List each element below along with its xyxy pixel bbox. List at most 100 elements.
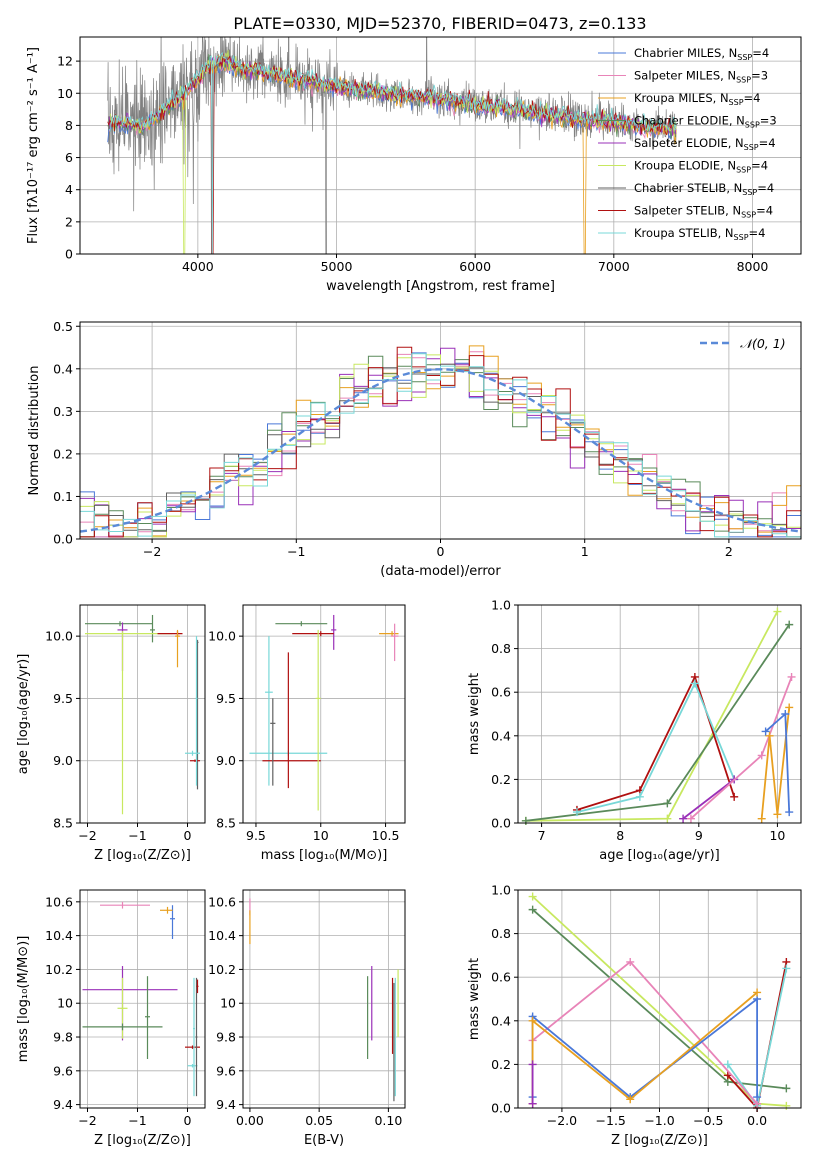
y-tick-label: 0.8 <box>491 926 511 941</box>
x-tick-label: −1 <box>287 544 305 559</box>
x-tick-label: 9.5 <box>246 828 266 843</box>
y-tick-label: 8 <box>65 118 73 133</box>
weight-series <box>528 995 762 1102</box>
x-axis-label: age [log₁₀(age/yr)] <box>599 848 720 863</box>
y-tick-label: 10 <box>220 996 236 1011</box>
y-tick-label: 0.0 <box>491 816 511 831</box>
weight-marker <box>521 816 530 825</box>
y-tick-label: 9.6 <box>53 1063 73 1078</box>
errorbar-point <box>185 750 200 756</box>
x-tick-label: 7 <box>538 828 546 843</box>
figure-title: PLATE=0330, MJD=52370, FIBERID=0473, z=0… <box>233 14 646 33</box>
x-tick-label: 4000 <box>182 259 214 274</box>
weight-marker <box>626 1095 635 1104</box>
y-tick-label: 9.0 <box>53 753 73 768</box>
y-tick-label: 10 <box>57 996 73 1011</box>
legend-entry: Salpeter ELODIE, NSSP=4 <box>634 136 776 152</box>
weight-line <box>576 681 736 813</box>
y-tick-label: 9.6 <box>216 1063 236 1078</box>
errorbar-point <box>196 979 199 994</box>
histogram-series <box>80 353 801 538</box>
weight-marker <box>528 905 537 914</box>
x-tick-label: 0 <box>184 828 192 843</box>
weight-marker <box>663 814 672 823</box>
y-tick-label: 0 <box>65 247 73 262</box>
weight-marker <box>765 731 774 740</box>
x-tick-label: −2.0 <box>547 1113 577 1128</box>
x-tick-label: −2 <box>143 544 161 559</box>
weight-line <box>760 707 791 819</box>
legend-entry: Salpeter MILES, NSSP=3 <box>634 69 768 85</box>
y-axis-label: Normed distribution <box>27 366 42 496</box>
y-axis-label: age [log₁₀(age/yr)] <box>16 654 31 775</box>
x-tick-label: −1 <box>128 1113 146 1128</box>
y-tick-label: 9.4 <box>216 1097 236 1112</box>
model-spectrum <box>108 51 677 254</box>
weight-marker <box>528 1099 537 1108</box>
y-tick-label: 10 <box>57 86 73 101</box>
y-tick-label: 9.8 <box>53 1030 73 1045</box>
legend-entry: Kroupa STELIB, NSSP=4 <box>634 226 765 242</box>
y-axis-label: mass weight <box>467 673 482 755</box>
y-tick-label: 8.5 <box>216 816 236 831</box>
legend-entry: Chabrier MILES, NSSP=4 <box>634 46 769 62</box>
normal-curve <box>79 368 799 533</box>
spectrum-lines <box>107 37 677 254</box>
y-axis-label: mass weight <box>467 958 482 1040</box>
y-tick-label: 0.6 <box>491 970 511 985</box>
y-tick-label: 0.6 <box>491 685 511 700</box>
plot-area: 𝒩(0, 1) <box>79 336 801 538</box>
y-tick-label: 1.0 <box>491 883 511 898</box>
weight-series <box>528 988 762 1108</box>
weight-marker <box>787 672 796 681</box>
weight-line <box>525 611 779 822</box>
x-axis-label: Z [log₁₀(Z/Z⊙)] <box>94 848 191 863</box>
y-tick-label: 0.4 <box>491 728 511 743</box>
x-tick-label: 0.0 <box>747 1113 767 1128</box>
x-tick-label: 2 <box>725 544 733 559</box>
axes-frame <box>79 36 802 255</box>
weight-line <box>532 960 758 1105</box>
y-tick-label: 4 <box>65 182 73 197</box>
errorbar-point <box>190 759 200 762</box>
errorbar-point <box>160 906 173 914</box>
weight-marker <box>730 792 739 801</box>
observed-spectrum <box>107 37 677 254</box>
errorbar-point <box>292 631 334 637</box>
x-tick-label: 9 <box>695 828 703 843</box>
x-tick-label: −1 <box>128 828 146 843</box>
legend-entry: Kroupa ELODIE, NSSP=4 <box>634 159 768 175</box>
weight-marker <box>723 1060 732 1069</box>
weight-series <box>521 620 794 825</box>
weight-marker <box>785 808 794 817</box>
weight-marker <box>679 814 688 823</box>
weight-marker <box>528 1016 537 1025</box>
y-tick-label: 0.5 <box>53 319 73 334</box>
weight-marker <box>757 814 766 823</box>
panel-age_Z: −2 −1 0 8.5 9.0 9.5 10.0 Z [log₁₀(Z/Z⊙)] age [lo… <box>16 604 206 863</box>
weight-series <box>679 775 739 823</box>
axes-frame <box>242 604 406 824</box>
x-axis-label: (data-model)/error <box>380 564 501 579</box>
weight-marker <box>757 751 766 760</box>
y-tick-label: 10.0 <box>45 629 73 644</box>
errorbar-point <box>85 631 173 815</box>
weight-marker <box>773 810 782 819</box>
y-tick-label: 10.4 <box>208 928 236 943</box>
y-tick-label: 12 <box>57 54 73 69</box>
y-tick-label: 0.3 <box>53 404 73 419</box>
y-tick-label: 0.0 <box>491 1101 511 1116</box>
panel-age_mass: 9.5 10 10.5 8.5 9.0 9.5 10.0 mass [log₁₀(M/M⊙)] <box>208 604 406 863</box>
weight-marker <box>781 710 790 718</box>
y-axis-label: Flux [fλ10⁻¹⁷ erg cm⁻² s⁻¹ A⁻¹] <box>26 47 41 244</box>
axes-frame <box>79 889 206 1109</box>
weight-marker <box>686 814 695 823</box>
x-tick-label: 10 <box>769 828 785 843</box>
x-tick-label: 0.10 <box>374 1113 402 1128</box>
weight-marker <box>773 607 782 616</box>
x-tick-label: 8 <box>616 828 624 843</box>
legend: 𝒩(0, 1) <box>700 336 786 351</box>
errorbar-point <box>270 698 276 786</box>
errorbar-point <box>262 652 321 789</box>
panel-mass_ebv: 0.00 0.05 0.10 9.4 9.6 9.8 10 10.2 10.4 10.6 E(B-V… <box>208 889 406 1148</box>
